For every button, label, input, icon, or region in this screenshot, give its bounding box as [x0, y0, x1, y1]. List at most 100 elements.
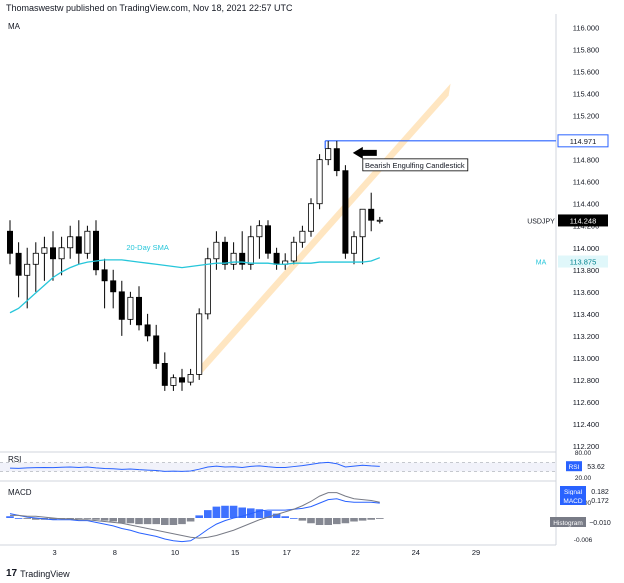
macd-legend-value: 0.182 — [591, 489, 609, 496]
bearish-candle — [273, 252, 280, 265]
macd-histogram-bar — [376, 518, 384, 519]
macd-tick-label: -0.006 — [574, 537, 593, 544]
price-tick-label: 115.600 — [573, 68, 600, 77]
time-tick-label: 3 — [53, 548, 57, 557]
macd-histogram-bar — [229, 505, 238, 518]
bearish-candle — [50, 247, 57, 260]
macd-histogram-bar — [178, 518, 186, 525]
macd-histogram-bar — [75, 518, 83, 519]
price-tick-label: 113.800 — [573, 266, 600, 275]
bearish-candle — [118, 291, 125, 320]
tradingview-logo-icon: 17 — [6, 568, 18, 579]
macd-histogram-bar — [143, 518, 152, 525]
bearish-candle — [93, 230, 100, 271]
macd-histogram-bar — [350, 518, 358, 522]
bearish-candle — [135, 296, 142, 326]
macd-histogram-bar — [255, 509, 264, 518]
macd-histogram-bar — [92, 518, 100, 520]
macd-pane-label: MACD — [8, 488, 32, 497]
bullish-candle — [316, 159, 323, 205]
bearish-candle — [368, 208, 375, 221]
macd-legend-name-bg — [560, 495, 586, 505]
rsi-tick-label: 20.00 — [575, 475, 592, 482]
bullish-candle — [187, 374, 194, 383]
bullish-candle — [127, 296, 134, 320]
macd-histogram-bar — [152, 518, 160, 525]
annotation-arrow-icon — [352, 146, 377, 159]
ascending-channel-band — [199, 83, 451, 377]
price-tag-value-bg — [558, 255, 608, 268]
bearish-candle — [101, 269, 108, 282]
bullish-candle — [41, 247, 48, 254]
bullish-candle — [376, 219, 383, 222]
macd-histogram-bar — [6, 516, 14, 518]
time-tick-label: 10 — [171, 548, 179, 557]
macd-histogram-bar — [23, 518, 31, 519]
macd-line — [9, 498, 380, 543]
annotation-box — [362, 158, 469, 172]
price-tick-label: 113.600 — [573, 288, 600, 297]
macd-histogram-bar — [118, 518, 126, 524]
annotation-text: Bearish Engulfing Candlestick — [365, 161, 465, 170]
macd-histogram-bar — [212, 506, 221, 518]
rsi-pane-label: RSI — [8, 455, 22, 464]
price-tag-value: 113.875 — [570, 258, 597, 267]
moving-average-label: 20-Day SMA — [126, 243, 169, 252]
tradingview-footer: 17 TradingView — [6, 568, 70, 579]
price-tick-label: 114.000 — [573, 244, 600, 253]
macd-histogram-bar — [358, 518, 367, 521]
bullish-candle — [84, 230, 91, 254]
macd-histogram-bar — [161, 518, 169, 525]
rsi-tick-label: 80.00 — [575, 450, 592, 457]
price-tag-name-bg — [528, 255, 555, 268]
time-tick-label: 24 — [412, 548, 420, 557]
macd-legend-name: Signal — [564, 489, 583, 496]
resistance-price-tag — [557, 134, 609, 148]
price-tick-label: 114.400 — [573, 200, 600, 209]
bullish-candle — [290, 241, 297, 262]
bullish-candle — [299, 230, 306, 243]
macd-legend-name: Histogram — [553, 520, 583, 527]
bearish-candle — [239, 252, 246, 265]
price-tick-label: 114.600 — [573, 178, 600, 187]
bearish-candle — [15, 252, 22, 276]
bullish-candle — [32, 252, 39, 265]
macd-histogram-bar — [298, 518, 307, 521]
bullish-candle — [350, 236, 357, 254]
price-tag-value-bg — [558, 214, 608, 227]
macd-histogram-bar — [341, 518, 350, 524]
rsi-tag-value: 53.62 — [587, 464, 605, 471]
price-tag-name-bg — [528, 214, 555, 227]
macd-legend-name-bg — [560, 486, 586, 496]
macd-histogram-bar — [290, 518, 298, 519]
price-tick-label: 113.000 — [573, 354, 600, 363]
time-tick-label: 29 — [472, 548, 480, 557]
bullish-candle — [256, 225, 263, 238]
macd-histogram-bar — [333, 518, 341, 525]
bearish-candle — [264, 225, 271, 254]
price-tick-label: 112.600 — [573, 398, 600, 407]
macd-histogram-bar — [315, 518, 324, 525]
macd-histogram-bar — [109, 518, 117, 522]
bullish-candle — [307, 203, 314, 232]
macd-histogram-bar — [100, 518, 109, 521]
bearish-candle — [153, 335, 160, 364]
bearish-candle — [144, 324, 151, 337]
macd-histogram-bar — [83, 518, 92, 519]
macd-histogram-bar — [204, 510, 212, 518]
price-tick-label: 113.200 — [573, 332, 600, 341]
macd-legend-value: −0.010 — [589, 520, 611, 527]
bullish-candle — [247, 236, 254, 265]
price-tick-label: 112.800 — [573, 376, 600, 385]
price-tag-name: MA — [536, 260, 547, 267]
price-tick-label: 115.400 — [573, 90, 600, 99]
rsi-tag-name-bg — [566, 461, 582, 472]
macd-histogram-bar — [14, 518, 23, 519]
macd-histogram-bar — [135, 518, 143, 525]
price-tick-label: 112.400 — [573, 420, 600, 429]
bullish-candle — [196, 313, 203, 375]
bullish-candle — [230, 252, 237, 265]
macd-histogram-bar — [195, 515, 203, 518]
macd-histogram-bar — [272, 513, 281, 518]
